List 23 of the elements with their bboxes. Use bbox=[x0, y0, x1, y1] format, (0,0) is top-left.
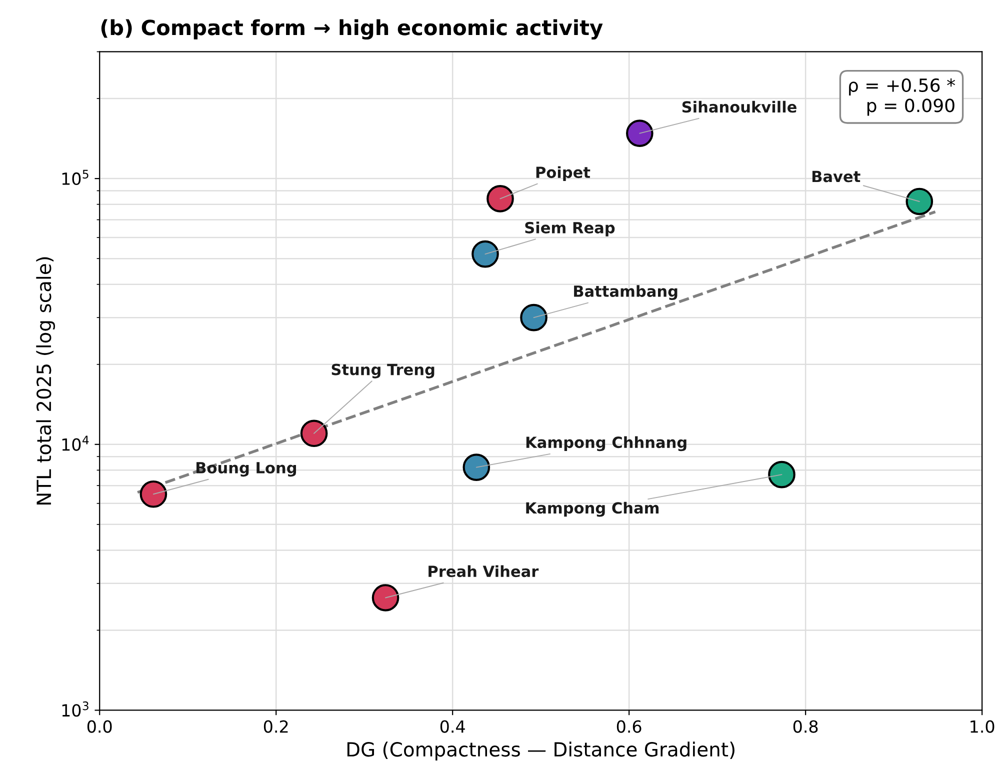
annotation: Battambang bbox=[574, 285, 678, 300]
annotation: Bavet bbox=[812, 170, 860, 182]
y-axis-title: NTL total 2025 (log scale) bbox=[36, 257, 55, 504]
annotation: Siem Reap bbox=[525, 222, 615, 236]
annotation: Kampong Chhnang bbox=[526, 436, 686, 452]
annotation: Preah Vihear bbox=[428, 565, 539, 578]
annotation: ρ = +0.56 * p = 0.090 bbox=[849, 78, 956, 116]
x-tick-label: 0.6 bbox=[616, 720, 642, 733]
x-tick-label: 0.2 bbox=[264, 720, 288, 733]
y-tick-label: 10$^{5}$ bbox=[62, 170, 88, 186]
y-tick-label: 10$^{3}$ bbox=[62, 701, 88, 717]
chart-title: (b) Compact form → high economic activity bbox=[101, 19, 603, 40]
y-tick-label: 10$^{4}$ bbox=[62, 436, 89, 451]
x-axis-title: DG (Compactness — Distance Gradient) bbox=[347, 742, 734, 760]
annotation: Poipet bbox=[536, 166, 590, 182]
x-tick-label: 0.0 bbox=[87, 720, 112, 733]
x-tick-label: 0.4 bbox=[440, 720, 465, 733]
annotation: Boung Long bbox=[196, 462, 296, 477]
annotation: Sihanoukville bbox=[682, 100, 796, 113]
annotation: Stung Treng bbox=[332, 364, 434, 378]
annotation: Kampong Cham bbox=[526, 502, 659, 517]
x-tick-label: 1.0 bbox=[970, 720, 994, 733]
x-tick-label: 0.8 bbox=[793, 720, 818, 733]
